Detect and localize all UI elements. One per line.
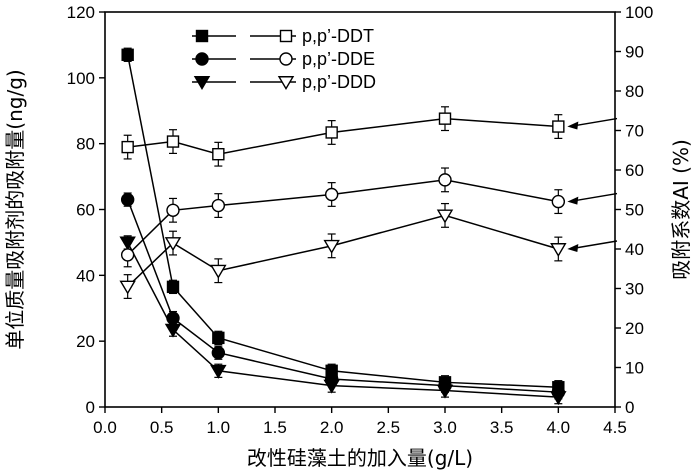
data-point bbox=[436, 209, 454, 224]
data-point bbox=[164, 323, 182, 338]
legend-label: p,p’-DDT bbox=[302, 26, 374, 46]
right-axis-arrows bbox=[567, 117, 618, 252]
legend-item-2: p,p’-DDD bbox=[192, 72, 376, 92]
series-1 bbox=[120, 192, 566, 400]
y-right-tick-label: 30 bbox=[625, 280, 644, 299]
arrow-line bbox=[575, 117, 618, 127]
data-point bbox=[120, 248, 135, 262]
series-line bbox=[127, 242, 559, 398]
y-right-tick-label: 50 bbox=[625, 201, 644, 220]
legend-marker bbox=[279, 52, 293, 66]
arrow-head bbox=[567, 121, 579, 130]
x-tick-label: 3.5 bbox=[490, 418, 514, 437]
data-point bbox=[121, 48, 134, 61]
arrow-line bbox=[575, 240, 618, 249]
x-tick-label: 1.0 bbox=[207, 418, 231, 437]
series-5 bbox=[119, 202, 567, 299]
x-tick-label: 4.0 bbox=[547, 418, 571, 437]
series-4 bbox=[120, 167, 566, 268]
data-point bbox=[550, 243, 567, 258]
data-point bbox=[212, 331, 225, 345]
data-point bbox=[212, 147, 225, 161]
data-point bbox=[164, 237, 182, 252]
data-point bbox=[121, 140, 134, 154]
x-tick-label: 2.0 bbox=[320, 418, 344, 437]
y-left-tick-label: 60 bbox=[76, 201, 95, 220]
y-left-tick-label: 0 bbox=[86, 398, 95, 417]
data-point bbox=[552, 120, 565, 133]
y-right-tick-label: 100 bbox=[625, 3, 653, 22]
y-left-tick-label: 100 bbox=[67, 69, 95, 88]
y-left-tick-label: 120 bbox=[67, 3, 95, 22]
series-line bbox=[127, 179, 559, 256]
y-left-tick-label: 80 bbox=[76, 135, 95, 154]
data-point bbox=[166, 280, 180, 294]
y-right-tick-label: 60 bbox=[625, 161, 644, 180]
arrow-head bbox=[567, 196, 579, 205]
series-line bbox=[127, 117, 559, 155]
legend-label: p,p’-DDD bbox=[302, 72, 376, 92]
data-point bbox=[551, 194, 566, 209]
y-left-tick-label: 20 bbox=[76, 332, 95, 351]
y-right-tick-label: 80 bbox=[625, 82, 644, 101]
y-right-axis-title: 吸附系数AI (%) bbox=[669, 139, 693, 280]
y-left-tick-label: 40 bbox=[76, 266, 95, 285]
legend: p,p’-DDT p,p’-DDE p,p’-DDD bbox=[192, 26, 376, 92]
y-right-tick-label: 0 bbox=[625, 398, 634, 417]
series-3 bbox=[121, 106, 565, 167]
x-tick-label: 0.0 bbox=[93, 418, 117, 437]
data-point bbox=[323, 239, 340, 254]
series-0 bbox=[121, 47, 565, 395]
x-tick-label: 4.5 bbox=[603, 418, 627, 437]
data-point bbox=[120, 192, 135, 207]
data-point bbox=[438, 173, 452, 187]
data-point bbox=[550, 391, 567, 406]
legend-marker bbox=[279, 29, 293, 43]
legend-marker bbox=[195, 29, 209, 43]
ticks: 0.0 0.5 1.0 1.5 2.0 2.5 3.0 3.5 4.0 4.50204060801… bbox=[67, 3, 654, 437]
series-line bbox=[126, 54, 559, 388]
legend-label: p,p’-DDE bbox=[302, 49, 375, 69]
legend-marker bbox=[277, 76, 295, 91]
data-point bbox=[325, 126, 338, 139]
y-right-tick-label: 10 bbox=[625, 359, 644, 378]
arrow-line bbox=[575, 192, 618, 202]
y-right-tick-label: 40 bbox=[625, 240, 644, 259]
legend-item-1: p,p’-DDE bbox=[192, 49, 375, 69]
y-right-tick-label: 90 bbox=[625, 43, 644, 62]
data-point bbox=[210, 264, 227, 279]
series-2 bbox=[119, 235, 567, 406]
data-point bbox=[323, 379, 340, 394]
data-point bbox=[166, 203, 180, 217]
series-layer bbox=[119, 47, 567, 406]
x-axis-title: 改性硅藻土的加入量(g/L) bbox=[247, 446, 473, 470]
data-point bbox=[166, 135, 180, 148]
data-point bbox=[324, 187, 339, 202]
x-tick-label: 3.0 bbox=[433, 418, 457, 437]
y-left-axis-title: 单位质量吸附剂的吸附量(ng/g) bbox=[3, 69, 27, 349]
y-right-tick-label: 20 bbox=[625, 319, 644, 338]
x-tick-label: 0.5 bbox=[150, 418, 174, 437]
data-point bbox=[119, 280, 136, 295]
arrow-head bbox=[567, 244, 579, 252]
series-line bbox=[127, 214, 559, 288]
data-point bbox=[211, 198, 226, 213]
data-point bbox=[210, 364, 227, 379]
data-point bbox=[438, 112, 452, 125]
x-tick-label: 1.5 bbox=[263, 418, 287, 437]
legend-marker bbox=[193, 76, 211, 91]
series-line bbox=[126, 199, 559, 393]
x-tick-label: 2.5 bbox=[377, 418, 401, 437]
data-point bbox=[211, 345, 226, 360]
data-point bbox=[436, 384, 454, 399]
y-right-tick-label: 70 bbox=[625, 122, 644, 141]
legend-marker bbox=[195, 52, 209, 66]
legend-item-0: p,p’-DDT bbox=[192, 26, 374, 46]
